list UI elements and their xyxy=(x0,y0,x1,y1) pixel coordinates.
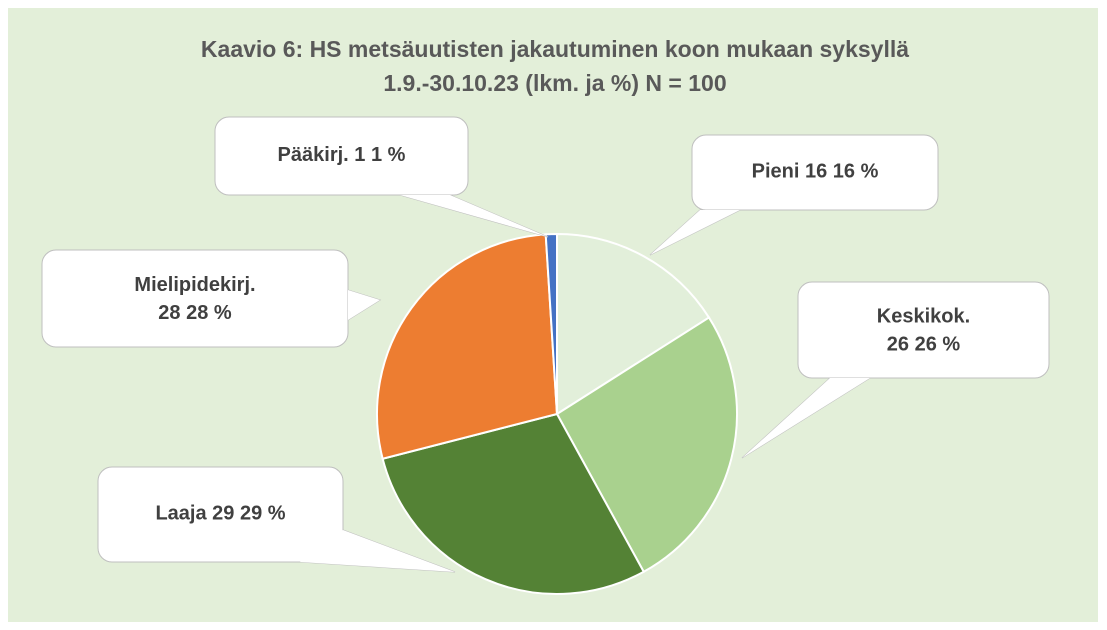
data-label-name: Keskikok. xyxy=(877,305,970,327)
callout-pointer-cover xyxy=(650,210,740,255)
data-label: 1 1 % xyxy=(354,144,405,166)
pie-slice xyxy=(555,316,738,574)
pie-slice xyxy=(544,232,558,415)
data-label-group: Laaja 29 29 % xyxy=(155,503,285,525)
data-label-group: Pieni 16 16 % xyxy=(752,161,879,183)
callout-pointer-cover xyxy=(300,530,455,572)
data-label-group: Pääkirj. 1 1 % xyxy=(278,144,406,166)
data-label-name: Pieni xyxy=(752,161,800,183)
callout-pointer-cover xyxy=(742,378,870,458)
pie-slice xyxy=(376,233,559,460)
callout-box xyxy=(214,116,469,196)
callout-box xyxy=(41,249,349,348)
pie-slice xyxy=(556,232,711,416)
data-label: 16 16 % xyxy=(805,161,879,183)
data-label-name: Laaja xyxy=(155,503,207,525)
data-label: 29 29 % xyxy=(212,503,286,525)
data-label: 28 28 % xyxy=(158,302,232,324)
callout-box xyxy=(691,134,939,211)
data-label-name: Pääkirj. xyxy=(278,144,349,166)
callout-box xyxy=(797,281,1050,379)
callout-pointer-cover xyxy=(400,195,548,237)
callout-pointer-cover xyxy=(348,290,380,320)
data-label-name: Mielipidekirj. xyxy=(134,274,255,296)
chart-title: Kaavio 6: HS metsäuutisten jakautuminen … xyxy=(200,36,910,96)
callout-box xyxy=(97,466,344,563)
data-label: 26 26 % xyxy=(887,333,961,355)
pie-slice xyxy=(381,412,646,595)
